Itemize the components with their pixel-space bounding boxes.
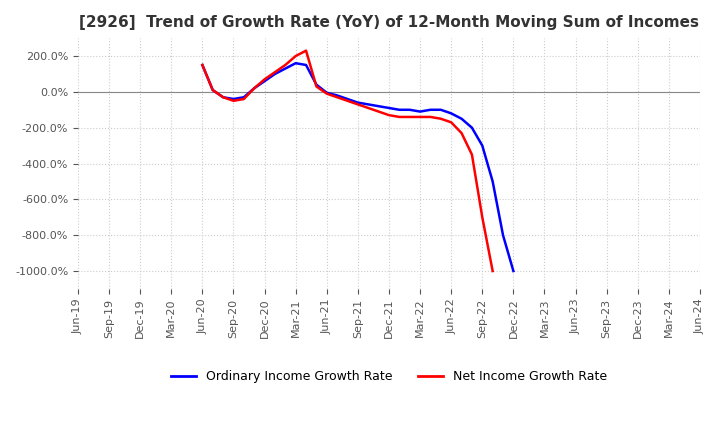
- Legend: Ordinary Income Growth Rate, Net Income Growth Rate: Ordinary Income Growth Rate, Net Income …: [166, 365, 612, 388]
- Title: [2926]  Trend of Growth Rate (YoY) of 12-Month Moving Sum of Incomes: [2926] Trend of Growth Rate (YoY) of 12-…: [79, 15, 699, 30]
